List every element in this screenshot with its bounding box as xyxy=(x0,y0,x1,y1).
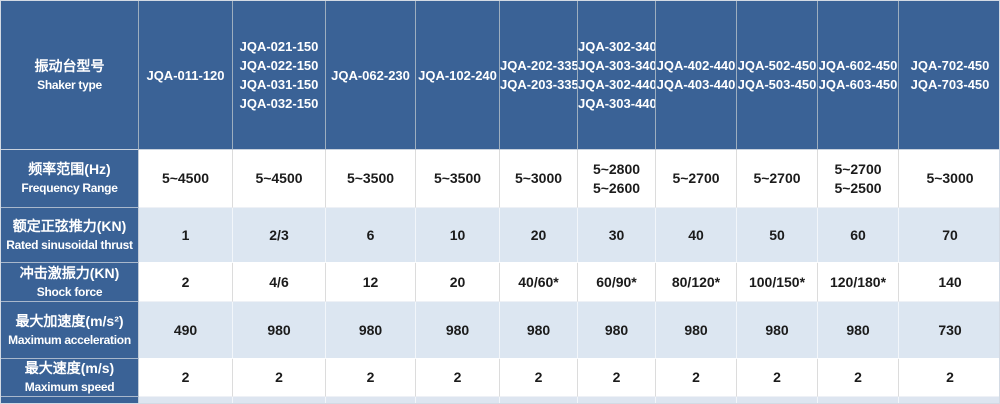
value-cell: 980 xyxy=(326,302,416,359)
value-cell: 980 xyxy=(500,302,578,359)
row-label-en: Maximum speed xyxy=(24,380,115,394)
row-label-en: Rated sinusoidal thrust xyxy=(6,237,133,252)
model-column-8: JQA-502-450 JQA-503-450 xyxy=(737,1,818,150)
row-label-en: Shock force xyxy=(36,284,103,299)
value-cell: 40 xyxy=(656,208,737,263)
value-cell: 2 xyxy=(818,359,899,397)
value-cell: 5~2700 xyxy=(737,150,818,208)
truncated-cell xyxy=(416,397,500,403)
header-label-en: Shaker type xyxy=(37,77,102,92)
truncated-cell xyxy=(578,397,656,403)
value-cell: 120/180* xyxy=(818,263,899,302)
value-cell: 5~3000 xyxy=(500,150,578,208)
value-cell: 30 xyxy=(578,208,656,263)
model-column-6: JQA-302-340 JQA-303-340 JQA-302-440 JQA-303… xyxy=(578,1,656,150)
header-label-cn: 振动台型号 xyxy=(34,57,105,74)
value-cell: 2 xyxy=(656,359,737,397)
model-column-9: JQA-602-450 JQA-603-450 xyxy=(818,1,899,150)
row-label-cn: 额定正弦推力(KN) xyxy=(12,217,127,234)
row-frequency-range: 频率范围(Hz) Frequency Range 5~4500 5~4500 5… xyxy=(1,150,999,208)
truncated-cell xyxy=(818,397,899,403)
value-cell: 5~4500 xyxy=(139,150,233,208)
header-row: 振动台型号 Shaker type JQA-011-120 JQA-021-15… xyxy=(1,1,999,150)
truncated-cell xyxy=(656,397,737,403)
value-cell: 5~4500 xyxy=(233,150,326,208)
value-cell: 80/120* xyxy=(656,263,737,302)
value-cell: 100/150* xyxy=(737,263,818,302)
truncated-cell xyxy=(737,397,818,403)
value-cell: 5~3000 xyxy=(899,150,999,208)
value-cell: 980 xyxy=(578,302,656,359)
model-column-2: JQA-021-150 JQA-022-150 JQA-031-150 JQA-032… xyxy=(233,1,326,150)
row-label-frequency-range: 频率范围(Hz) Frequency Range xyxy=(1,150,139,208)
value-cell: 70 xyxy=(899,208,999,263)
model-column-1: JQA-011-120 xyxy=(139,1,233,150)
model-column-7: JQA-402-440 JQA-403-440 xyxy=(656,1,737,150)
value-cell: 6 xyxy=(326,208,416,263)
truncated-row-label xyxy=(1,397,139,403)
value-cell: 4/6 xyxy=(233,263,326,302)
truncated-cell xyxy=(139,397,233,403)
truncated-cell xyxy=(326,397,416,403)
truncated-cell xyxy=(500,397,578,403)
row-max-acceleration: 最大加速度(m/s²) Maximum acceleration 490 980… xyxy=(1,302,999,359)
value-cell: 10 xyxy=(416,208,500,263)
row-label-rated-thrust: 额定正弦推力(KN) Rated sinusoidal thrust xyxy=(1,208,139,263)
value-cell: 2 xyxy=(578,359,656,397)
row-label-en: Maximum acceleration xyxy=(8,332,131,347)
value-cell: 490 xyxy=(139,302,233,359)
row-label-cn: 频率范围(Hz) xyxy=(28,161,111,177)
value-cell: 20 xyxy=(416,263,500,302)
value-cell: 5~2700 xyxy=(656,150,737,208)
value-cell: 980 xyxy=(233,302,326,359)
value-cell: 2/3 xyxy=(233,208,326,263)
model-column-5: JQA-202-335 JQA-203-335 xyxy=(500,1,578,150)
value-cell: 1 xyxy=(139,208,233,263)
value-cell: 2 xyxy=(500,359,578,397)
value-cell: 60 xyxy=(818,208,899,263)
row-rated-thrust: 额定正弦推力(KN) Rated sinusoidal thrust 1 2/3… xyxy=(1,208,999,263)
value-cell: 12 xyxy=(326,263,416,302)
value-cell: 40/60* xyxy=(500,263,578,302)
row-max-speed: 最大速度(m/s) Maximum speed 2 2 2 2 2 2 2 2 … xyxy=(1,359,999,397)
value-cell: 980 xyxy=(818,302,899,359)
model-column-3: JQA-062-230 xyxy=(326,1,416,150)
value-cell: 730 xyxy=(899,302,999,359)
row-label-cn: 最大加速度(m/s²) xyxy=(15,312,124,329)
value-cell: 2 xyxy=(737,359,818,397)
value-cell: 2 xyxy=(899,359,999,397)
model-column-4: JQA-102-240 xyxy=(416,1,500,150)
truncated-cell xyxy=(233,397,326,403)
row-label-max-acceleration: 最大加速度(m/s²) Maximum acceleration xyxy=(1,302,139,359)
truncated-next-row xyxy=(1,397,999,403)
value-cell: 5~3500 xyxy=(416,150,500,208)
row-shock-force: 冲击激振力(KN) Shock force 2 4/6 12 20 40/60*… xyxy=(1,263,999,302)
value-cell: 980 xyxy=(737,302,818,359)
row-label-cn: 冲击激振力(KN) xyxy=(19,264,120,281)
value-cell: 2 xyxy=(326,359,416,397)
model-column-10: JQA-702-450 JQA-703-450 xyxy=(899,1,999,150)
value-cell: 5~2700 5~2500 xyxy=(818,150,899,208)
row-label-shock-force: 冲击激振力(KN) Shock force xyxy=(1,263,139,302)
value-cell: 60/90* xyxy=(578,263,656,302)
value-cell: 140 xyxy=(899,263,999,302)
row-label-max-speed: 最大速度(m/s) Maximum speed xyxy=(1,359,139,397)
value-cell: 2 xyxy=(139,359,233,397)
row-label-en: Frequency Range xyxy=(21,181,118,195)
row-label-cn: 最大速度(m/s) xyxy=(24,360,115,376)
value-cell: 980 xyxy=(416,302,500,359)
value-cell: 980 xyxy=(656,302,737,359)
value-cell: 5~3500 xyxy=(326,150,416,208)
truncated-cell xyxy=(899,397,999,403)
value-cell: 20 xyxy=(500,208,578,263)
value-cell: 5~2800 5~2600 xyxy=(578,150,656,208)
header-row-label: 振动台型号 Shaker type xyxy=(1,1,139,150)
value-cell: 2 xyxy=(416,359,500,397)
value-cell: 2 xyxy=(139,263,233,302)
value-cell: 50 xyxy=(737,208,818,263)
value-cell: 2 xyxy=(233,359,326,397)
